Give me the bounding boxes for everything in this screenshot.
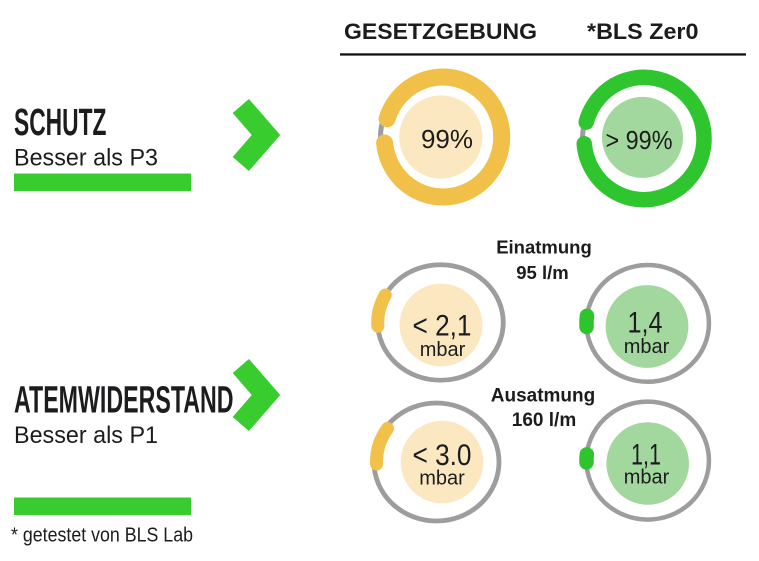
- svg-text:< 3.0: < 3.0: [413, 439, 472, 472]
- svg-text:* getestet von BLS Lab: * getestet von BLS Lab: [11, 525, 193, 547]
- svg-text:Besser als P1: Besser als P1: [14, 422, 158, 449]
- svg-text:GESETZGEBUNG: GESETZGEBUNG: [344, 19, 537, 44]
- svg-text:95 l/m: 95 l/m: [516, 262, 568, 283]
- svg-text:160 l/m: 160 l/m: [512, 410, 576, 431]
- svg-text:1,1: 1,1: [631, 439, 661, 472]
- svg-text:> 99%: > 99%: [606, 125, 673, 155]
- svg-text:*BLS Zer0: *BLS Zer0: [587, 19, 699, 44]
- svg-text:Ausatmung: Ausatmung: [491, 386, 596, 407]
- svg-text:SCHUTZ: SCHUTZ: [14, 101, 106, 143]
- svg-text:mbar: mbar: [419, 468, 465, 490]
- svg-text:ATEMWIDERSTAND: ATEMWIDERSTAND: [14, 379, 234, 421]
- svg-text:Einatmung: Einatmung: [496, 237, 592, 258]
- svg-text:mbar: mbar: [624, 467, 670, 489]
- svg-text:mbar: mbar: [624, 336, 670, 358]
- svg-text:99%: 99%: [421, 124, 473, 154]
- svg-text:mbar: mbar: [420, 339, 466, 361]
- svg-text:1,4: 1,4: [628, 307, 663, 340]
- svg-text:Besser als P3: Besser als P3: [14, 144, 158, 171]
- svg-text:< 2,1: < 2,1: [413, 310, 472, 343]
